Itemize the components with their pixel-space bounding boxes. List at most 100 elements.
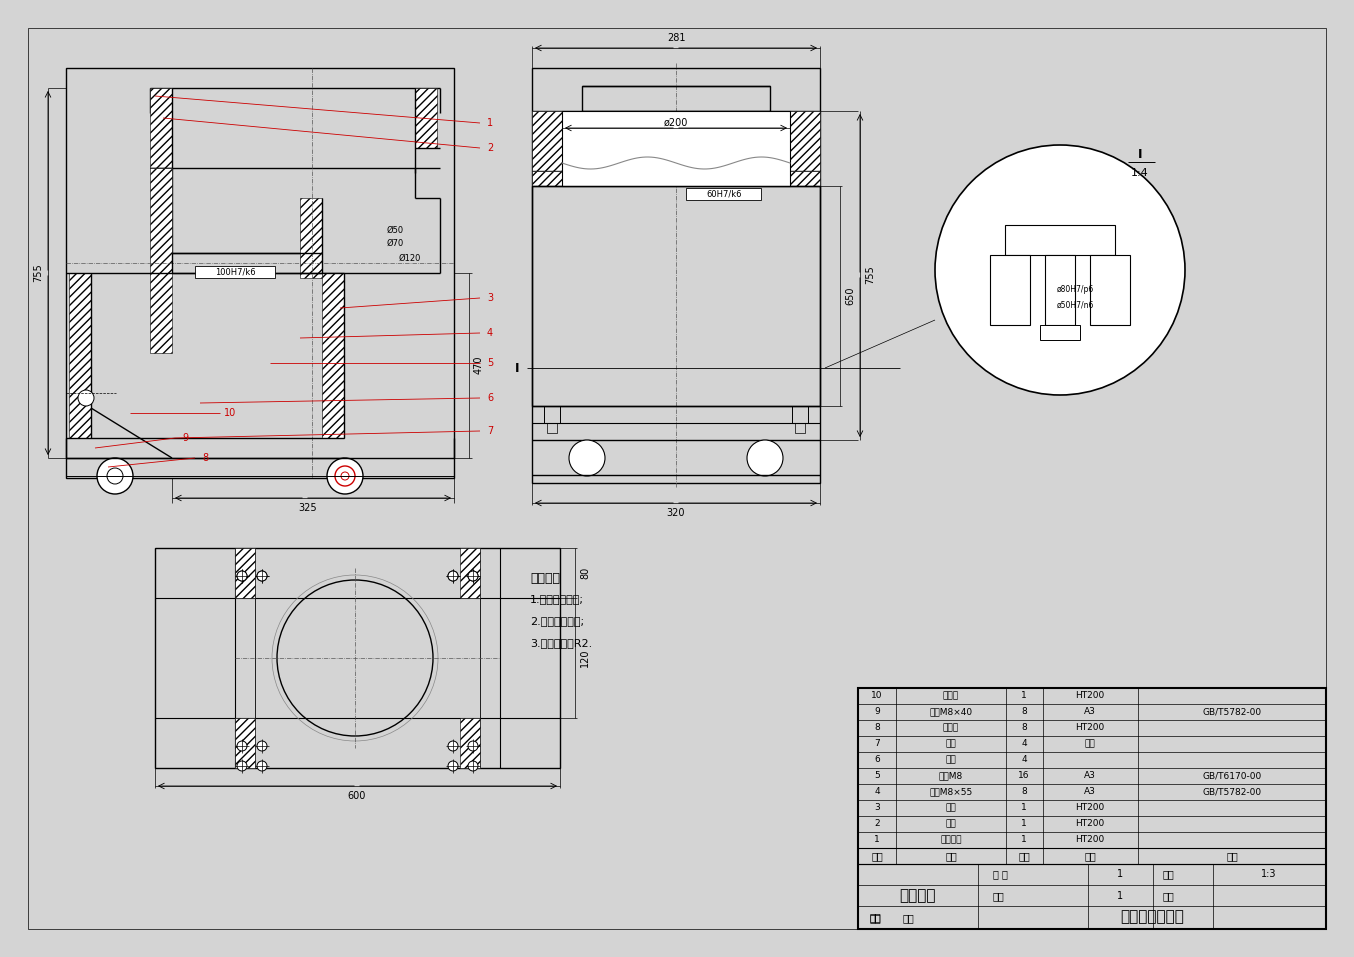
Circle shape [257, 761, 267, 771]
Text: 7: 7 [487, 426, 493, 436]
Text: GB/T5782-00: GB/T5782-00 [1202, 788, 1262, 796]
Bar [532, 111, 562, 171]
Circle shape [79, 390, 93, 406]
Text: 车体盖: 车体盖 [942, 692, 959, 701]
Text: 1: 1 [1021, 692, 1026, 701]
Bar [1040, 325, 1080, 340]
Text: 470: 470 [474, 356, 483, 374]
Circle shape [569, 440, 605, 476]
Text: 320: 320 [666, 508, 685, 518]
Text: 4: 4 [875, 788, 880, 796]
Text: HT200: HT200 [1075, 692, 1105, 701]
Bar [1090, 255, 1131, 325]
Text: 9: 9 [181, 433, 188, 443]
Bar [460, 548, 481, 598]
Circle shape [257, 571, 267, 581]
Bar [990, 255, 1030, 325]
Circle shape [237, 741, 246, 751]
Text: 3.未注明倒角R2.: 3.未注明倒角R2. [529, 638, 592, 648]
Bar [301, 198, 322, 278]
Text: 1: 1 [1117, 891, 1122, 901]
Bar [236, 548, 255, 598]
Text: 2: 2 [875, 819, 880, 829]
Text: Ø50: Ø50 [386, 226, 403, 234]
Text: A3: A3 [1085, 788, 1095, 796]
Text: 755: 755 [32, 263, 43, 282]
Bar [322, 273, 344, 438]
Bar [532, 68, 821, 483]
Text: 80: 80 [580, 567, 590, 579]
Bar [544, 406, 561, 423]
Text: 浇注小车: 浇注小车 [900, 888, 936, 903]
Circle shape [747, 440, 783, 476]
Text: HT200: HT200 [1075, 835, 1105, 844]
Text: 6: 6 [487, 393, 493, 403]
Text: A3: A3 [1085, 707, 1095, 717]
Text: 4: 4 [1021, 755, 1026, 765]
Bar [69, 273, 91, 438]
Text: 7: 7 [875, 740, 880, 748]
Text: 8: 8 [1021, 723, 1026, 732]
Circle shape [237, 571, 246, 581]
Text: 1: 1 [1117, 869, 1122, 879]
Text: GB/T5782-00: GB/T5782-00 [1202, 707, 1262, 717]
Text: 100H7/k6: 100H7/k6 [215, 268, 256, 277]
Text: 325: 325 [299, 503, 317, 513]
Bar [460, 718, 481, 768]
Text: 60H7/k6: 60H7/k6 [707, 189, 742, 198]
Text: Ø120: Ø120 [399, 254, 421, 262]
Bar [582, 86, 770, 111]
Text: 数量: 数量 [1018, 851, 1030, 861]
Text: 5: 5 [875, 771, 880, 781]
Text: 2: 2 [487, 143, 493, 153]
Text: 120: 120 [580, 649, 590, 667]
Bar [562, 111, 789, 186]
Text: ø200: ø200 [663, 118, 688, 128]
Text: 材料: 材料 [1085, 851, 1095, 861]
Bar [990, 255, 1030, 325]
Circle shape [468, 571, 478, 581]
Bar [1045, 255, 1075, 325]
Text: 支撑架: 支撑架 [942, 723, 959, 732]
Text: 螺栓M8×40: 螺栓M8×40 [929, 707, 972, 717]
Text: 3: 3 [875, 804, 880, 812]
Circle shape [334, 466, 355, 486]
Text: 螺栓M8×55: 螺栓M8×55 [929, 788, 972, 796]
Bar [789, 171, 821, 186]
Text: 轴承: 轴承 [945, 755, 956, 765]
Circle shape [341, 472, 349, 480]
Bar [792, 406, 808, 423]
Bar [547, 423, 556, 433]
Text: ø80H7/p6: ø80H7/p6 [1056, 285, 1094, 295]
Text: 4: 4 [487, 328, 493, 338]
Circle shape [468, 761, 478, 771]
Bar [195, 266, 275, 278]
Bar [66, 68, 454, 478]
Text: 1: 1 [875, 835, 880, 844]
Circle shape [237, 761, 246, 771]
Text: 1: 1 [487, 118, 493, 128]
Text: GB/T6170-00: GB/T6170-00 [1202, 771, 1262, 781]
Text: 序号: 序号 [871, 851, 883, 861]
Text: 1.运行平稳无挪;: 1.运行平稳无挪; [529, 594, 584, 604]
Text: A3: A3 [1085, 771, 1095, 781]
Text: 浇注漏斗: 浇注漏斗 [940, 835, 961, 844]
Circle shape [107, 468, 123, 484]
Bar [789, 111, 821, 171]
Text: 车体: 车体 [945, 804, 956, 812]
Text: 设计: 设计 [871, 913, 881, 923]
Bar [1090, 255, 1131, 325]
Bar [236, 718, 255, 768]
Circle shape [448, 761, 458, 771]
Bar [795, 423, 806, 433]
Circle shape [448, 741, 458, 751]
Text: 据板: 据板 [945, 819, 956, 829]
Circle shape [448, 571, 458, 581]
Text: 周洋: 周洋 [903, 913, 915, 923]
Circle shape [448, 571, 458, 581]
Text: 8: 8 [1021, 707, 1026, 717]
Bar [1040, 325, 1080, 340]
Circle shape [468, 571, 478, 581]
Text: ø50H7/n6: ø50H7/n6 [1056, 300, 1094, 309]
Text: 650: 650 [845, 287, 854, 305]
